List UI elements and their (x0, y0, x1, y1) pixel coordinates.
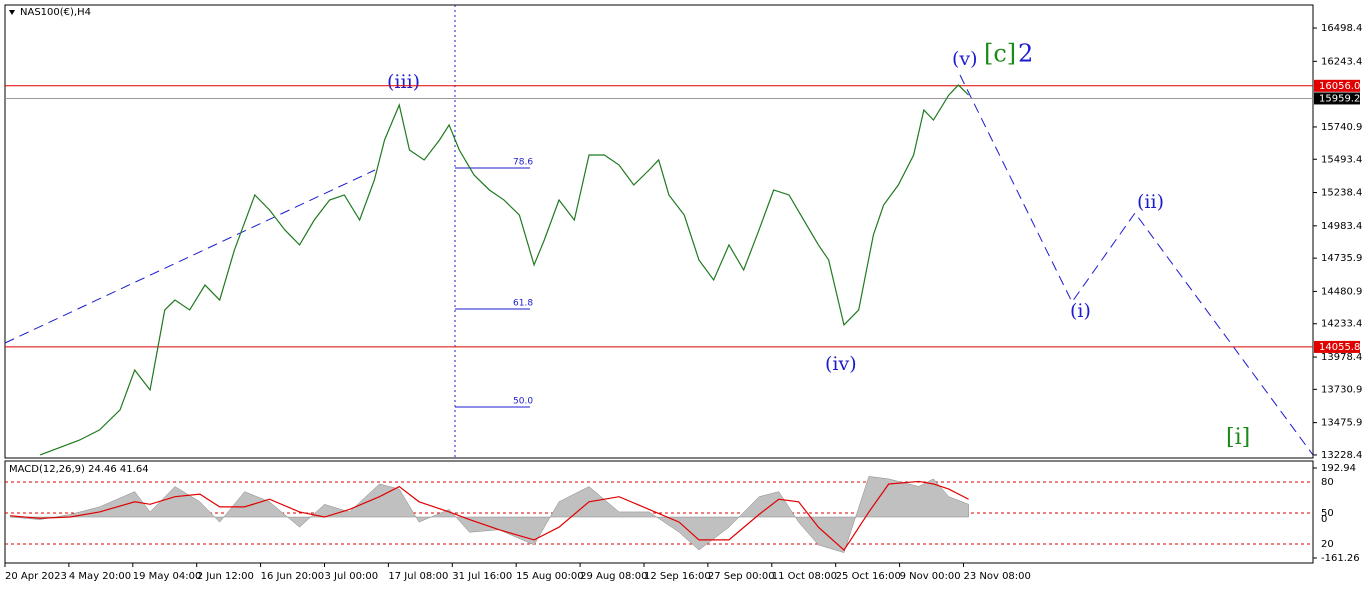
price-label: 16056.0 (1319, 81, 1360, 92)
price-line-series (39, 84, 970, 456)
x-tick-label: 2 Jun 12:00 (197, 571, 254, 582)
x-tick-label: 20 Apr 2023 (5, 571, 67, 582)
wave-label: [i] (1226, 425, 1250, 450)
wave-label: [c] (984, 40, 1016, 68)
x-tick-label: 9 Nov 00:00 (900, 571, 961, 582)
fib-label: 78.6 (513, 158, 533, 168)
price-label: 14055.8 (1319, 342, 1360, 353)
price-label-box (1314, 79, 1360, 92)
x-tick-label: 3 Jul 00:00 (324, 571, 378, 582)
x-tick-label: 27 Sep 00:00 (708, 571, 775, 582)
macd-panel (4, 460, 1314, 564)
fib-label: 50.0 (513, 397, 533, 407)
x-tick-label: 25 Oct 16:00 (836, 571, 901, 582)
x-tick-label: 4 May 20:00 (69, 571, 131, 582)
x-tick-label: 16 Jun 20:00 (261, 571, 325, 582)
y-tick-label: 13228.4 (1321, 450, 1362, 461)
y-tick-label: 13978.4 (1321, 352, 1362, 363)
projection-path (959, 74, 1314, 456)
chart-title: NAS100(€),H4 (20, 7, 91, 18)
wave-label: 2 (1018, 40, 1033, 68)
y-tick-label: 15238.4 (1321, 188, 1362, 199)
x-tick-label: 19 May 04:00 (133, 571, 202, 582)
wave-label: (v) (952, 48, 978, 70)
level-label: 50 (1321, 508, 1334, 519)
y-tick-label: 16243.4 (1321, 56, 1362, 67)
price-label: 15959.2 (1319, 93, 1360, 104)
level-label: 80 (1321, 477, 1334, 488)
x-tick-label: 23 Nov 08:00 (963, 571, 1030, 582)
price-label-box (1314, 340, 1360, 353)
x-tick-label: 29 Aug 08:00 (580, 571, 647, 582)
y-tick-label: 14735.9 (1321, 253, 1362, 264)
y-tick-label: 14983.4 (1321, 221, 1362, 232)
price-label-box (1314, 92, 1360, 105)
y-tick-label: -161.26 (1321, 553, 1360, 564)
x-tick-label: 11 Oct 08:00 (772, 571, 837, 582)
trend-line (4, 169, 376, 344)
y-tick-label: 14233.4 (1321, 319, 1362, 330)
y-tick-label: 192.94 (1321, 463, 1356, 474)
level-label: 0 (1321, 514, 1327, 525)
wave-label: (iii) (387, 71, 420, 93)
menu-icon[interactable] (9, 10, 15, 15)
wave-label: (iv) (825, 353, 857, 375)
wave-label: (i) (1070, 300, 1091, 322)
x-tick-label: 15 Aug 00:00 (516, 571, 583, 582)
main-panel (4, 4, 1314, 459)
wave-label: (ii) (1137, 191, 1164, 213)
macd-title: MACD(12,26,9) 24.46 41.64 (9, 464, 149, 475)
y-tick-label: 14480.9 (1321, 286, 1362, 297)
x-tick-label: 12 Sep 16:00 (644, 571, 711, 582)
y-tick-label: 15493.4 (1321, 154, 1362, 165)
fib-label: 61.8 (513, 299, 533, 309)
y-tick-label: 13730.9 (1321, 384, 1362, 395)
y-tick-label: 16498.4 (1321, 23, 1362, 34)
x-tick-label: 31 Jul 16:00 (452, 571, 512, 582)
macd-histogram (10, 476, 969, 553)
x-tick-label: 17 Jul 08:00 (388, 571, 448, 582)
y-tick-label: 15740.9 (1321, 122, 1362, 133)
level-label: 20 (1321, 539, 1334, 550)
macd-signal (10, 480, 969, 551)
y-tick-label: 13475.9 (1321, 418, 1362, 429)
